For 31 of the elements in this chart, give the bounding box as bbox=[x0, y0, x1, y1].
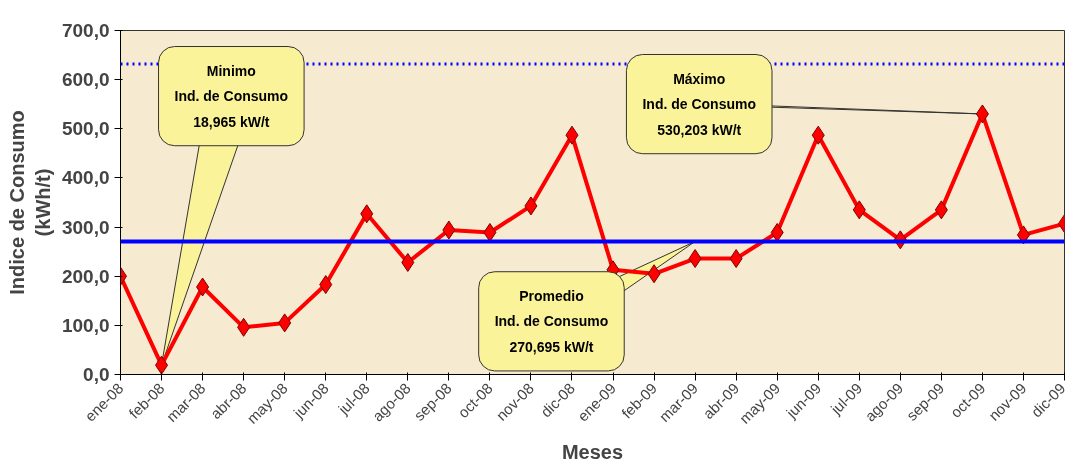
point bbox=[483, 222, 497, 242]
point bbox=[770, 222, 784, 242]
point bbox=[811, 125, 825, 145]
point bbox=[278, 313, 292, 333]
y-tick-label: 200,0 bbox=[61, 265, 110, 287]
point bbox=[688, 249, 702, 269]
y-axis-title: Indice de Consumo (kWh/t) bbox=[5, 110, 54, 295]
point bbox=[319, 275, 333, 295]
y-tick-label: 0,0 bbox=[83, 364, 110, 385]
annotation: Máximo Ind. de Consumo 530,203 kW/t bbox=[642, 70, 756, 138]
y-tick-label: 400,0 bbox=[61, 167, 110, 189]
point bbox=[565, 125, 579, 145]
y-tick-label: 700,0 bbox=[61, 20, 110, 41]
y-tick-label: 500,0 bbox=[61, 118, 110, 140]
y-tick-label: 600,0 bbox=[61, 69, 110, 91]
y-tick-label: 300,0 bbox=[61, 216, 110, 238]
point bbox=[852, 200, 866, 220]
y-tick-label: 100,0 bbox=[61, 314, 110, 336]
point bbox=[401, 252, 415, 272]
point bbox=[442, 220, 456, 240]
point bbox=[729, 249, 743, 269]
point bbox=[524, 196, 538, 216]
point bbox=[155, 355, 169, 375]
annotation: Promedio Ind. de Consumo 270,695 kW/t bbox=[494, 287, 609, 355]
point bbox=[360, 204, 374, 224]
annotation: Minimo Ind. de Consumo 18,965 kW/t bbox=[174, 62, 289, 130]
point bbox=[934, 200, 948, 220]
point bbox=[196, 277, 210, 297]
point bbox=[975, 104, 989, 124]
x-axis-title: Meses bbox=[561, 440, 624, 463]
point bbox=[237, 317, 251, 337]
